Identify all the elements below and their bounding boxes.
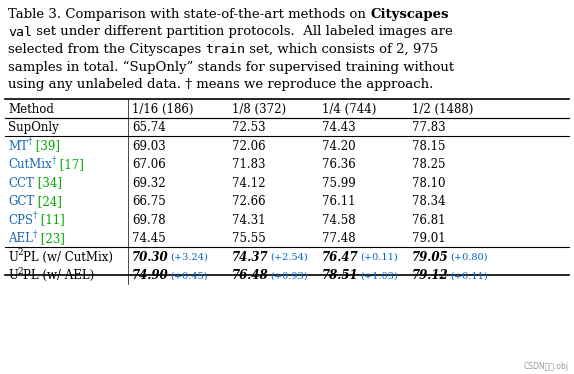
- Text: PL (w/ CutMix): PL (w/ CutMix): [24, 251, 114, 264]
- Text: 69.32: 69.32: [132, 177, 166, 190]
- Text: 71.83: 71.83: [232, 158, 266, 171]
- Text: 79.05: 79.05: [412, 251, 449, 264]
- Text: [11]: [11]: [37, 214, 65, 227]
- Text: (+2.54): (+2.54): [270, 252, 308, 262]
- Text: 74.45: 74.45: [132, 232, 166, 245]
- Text: †: †: [33, 230, 37, 239]
- Text: (+3.24): (+3.24): [170, 252, 208, 262]
- Text: 79.01: 79.01: [412, 232, 445, 245]
- Text: 1/8 (372): 1/8 (372): [232, 102, 286, 116]
- Text: 74.43: 74.43: [322, 121, 356, 134]
- Text: 75.55: 75.55: [232, 232, 266, 245]
- Text: (+1.03): (+1.03): [360, 271, 398, 280]
- Text: set under different partition protocols.  All labeled images are: set under different partition protocols.…: [32, 25, 453, 39]
- Text: Table 3. Comparison with state-of-the-art methods on: Table 3. Comparison with state-of-the-ar…: [8, 8, 370, 21]
- Text: [24]: [24]: [34, 195, 62, 208]
- Text: [34]: [34]: [34, 177, 62, 190]
- Text: MT: MT: [8, 140, 28, 153]
- Text: GCT: GCT: [8, 195, 34, 208]
- Text: 74.31: 74.31: [232, 214, 266, 227]
- Text: 74.20: 74.20: [322, 140, 356, 153]
- Text: AEL: AEL: [8, 232, 33, 245]
- Text: 78.15: 78.15: [412, 140, 445, 153]
- Text: 76.11: 76.11: [322, 195, 355, 208]
- Text: 72.66: 72.66: [232, 195, 266, 208]
- Text: [39]: [39]: [32, 140, 60, 153]
- Text: 76.36: 76.36: [322, 158, 356, 171]
- Text: PL (w/ AEL): PL (w/ AEL): [24, 269, 95, 282]
- Text: 76.47: 76.47: [322, 251, 359, 264]
- Text: using any unlabeled data. † means we reproduce the approach.: using any unlabeled data. † means we rep…: [8, 78, 433, 91]
- Text: 77.83: 77.83: [412, 121, 445, 134]
- Text: [23]: [23]: [37, 232, 65, 245]
- Text: 67.06: 67.06: [132, 158, 166, 171]
- Text: 76.81: 76.81: [412, 214, 445, 227]
- Text: selected from the Cityscapes: selected from the Cityscapes: [8, 43, 205, 56]
- Text: †: †: [33, 211, 37, 220]
- Text: 2: 2: [18, 248, 24, 257]
- Text: 1/16 (186): 1/16 (186): [132, 102, 193, 116]
- Text: CutMix: CutMix: [8, 158, 52, 171]
- Text: (+0.80): (+0.80): [451, 252, 488, 262]
- Text: 72.53: 72.53: [232, 121, 266, 134]
- Text: U: U: [8, 269, 18, 282]
- Text: Method: Method: [8, 102, 54, 116]
- Text: 1/2 (1488): 1/2 (1488): [412, 102, 474, 116]
- Text: 65.74: 65.74: [132, 121, 166, 134]
- Text: 1/4 (744): 1/4 (744): [322, 102, 377, 116]
- Text: CCT: CCT: [8, 177, 34, 190]
- Text: (+0.11): (+0.11): [360, 252, 398, 262]
- Text: 74.12: 74.12: [232, 177, 266, 190]
- Text: 74.90: 74.90: [132, 269, 169, 282]
- Text: 78.10: 78.10: [412, 177, 445, 190]
- Text: 76.48: 76.48: [232, 269, 269, 282]
- Text: U: U: [8, 251, 18, 264]
- Text: samples in total. “SupOnly” stands for supervised training without: samples in total. “SupOnly” stands for s…: [8, 61, 454, 74]
- Text: 75.99: 75.99: [322, 177, 356, 190]
- Text: (+0.11): (+0.11): [451, 271, 488, 280]
- Text: SupOnly: SupOnly: [8, 121, 59, 134]
- Text: 78.34: 78.34: [412, 195, 445, 208]
- Text: (+0.45): (+0.45): [170, 271, 208, 280]
- Text: val: val: [8, 25, 32, 39]
- Text: CPS: CPS: [8, 214, 33, 227]
- Text: 72.06: 72.06: [232, 140, 266, 153]
- Text: (+0.93): (+0.93): [270, 271, 308, 280]
- Text: †: †: [52, 156, 56, 165]
- Text: 69.78: 69.78: [132, 214, 166, 227]
- Text: 79.12: 79.12: [412, 269, 449, 282]
- Text: 66.75: 66.75: [132, 195, 166, 208]
- Text: [17]: [17]: [56, 158, 84, 171]
- Text: train: train: [205, 43, 246, 56]
- Text: 78.51: 78.51: [322, 269, 359, 282]
- Text: 74.58: 74.58: [322, 214, 356, 227]
- Text: 74.37: 74.37: [232, 251, 269, 264]
- Text: 2: 2: [18, 267, 24, 276]
- Text: set, which consists of 2, 975: set, which consists of 2, 975: [246, 43, 439, 56]
- Text: CSDN作者:obj: CSDN作者:obj: [524, 362, 569, 371]
- Text: 70.30: 70.30: [132, 251, 169, 264]
- Text: 77.48: 77.48: [322, 232, 356, 245]
- Text: †: †: [28, 137, 32, 146]
- Text: Cityscapes: Cityscapes: [370, 8, 449, 21]
- Text: 78.25: 78.25: [412, 158, 445, 171]
- Text: 69.03: 69.03: [132, 140, 166, 153]
